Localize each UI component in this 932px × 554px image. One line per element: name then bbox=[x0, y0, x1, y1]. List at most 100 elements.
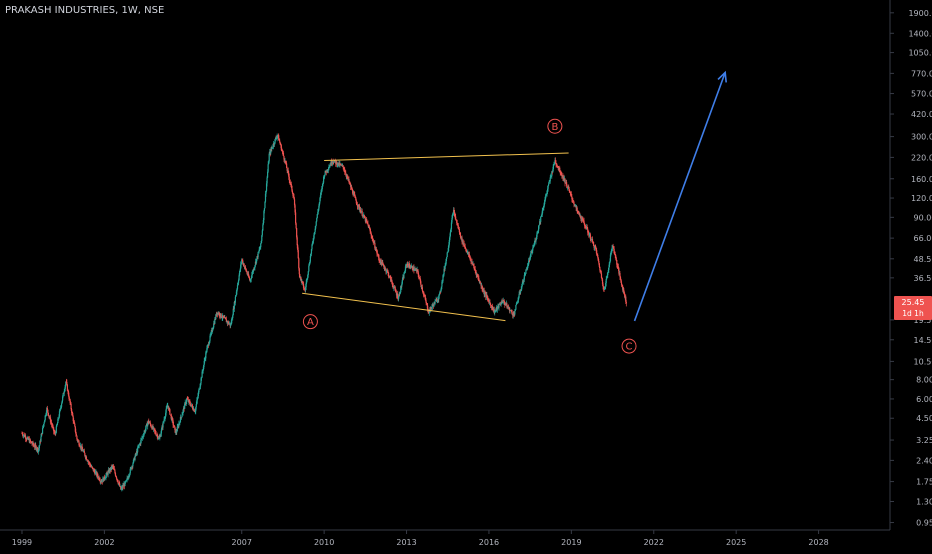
upper-trendline bbox=[324, 152, 569, 162]
candle-body bbox=[308, 264, 310, 266]
candle-body bbox=[505, 304, 507, 306]
candle-body bbox=[78, 445, 81, 447]
candle-body bbox=[62, 396, 64, 401]
candle-body bbox=[264, 193, 267, 202]
candle-body bbox=[314, 231, 316, 234]
price-tick-label: 3.25 bbox=[916, 436, 932, 445]
candle-body bbox=[360, 212, 362, 213]
candle-body bbox=[620, 279, 622, 283]
candle-body bbox=[349, 183, 352, 187]
candle-body bbox=[344, 172, 346, 173]
candle-body bbox=[142, 436, 144, 437]
price-tick-label: 48.50 bbox=[914, 255, 932, 264]
candle-body bbox=[125, 479, 128, 481]
candle-body bbox=[262, 219, 264, 225]
wave-label-a: A bbox=[307, 317, 314, 328]
candle-body bbox=[330, 161, 333, 164]
candle-body bbox=[125, 480, 127, 482]
candle-body bbox=[120, 488, 122, 490]
candle-body bbox=[251, 272, 253, 275]
candle-body bbox=[116, 479, 119, 482]
candle-body bbox=[212, 327, 214, 330]
candle-body bbox=[273, 143, 276, 145]
candle-body bbox=[516, 303, 518, 304]
candle-body bbox=[597, 257, 599, 261]
candle-body bbox=[259, 247, 261, 249]
candle-body bbox=[424, 296, 426, 298]
candle-body bbox=[518, 291, 521, 295]
candle-body bbox=[471, 261, 473, 265]
candle-body bbox=[197, 396, 199, 399]
candle-body bbox=[205, 352, 207, 359]
candle-body bbox=[136, 451, 138, 454]
candle-body bbox=[557, 165, 559, 167]
candle-body bbox=[198, 389, 201, 390]
candle-body bbox=[66, 382, 68, 385]
candle-body bbox=[150, 426, 152, 428]
candle-body bbox=[353, 193, 355, 195]
candle-body bbox=[517, 299, 519, 303]
candle-body bbox=[542, 207, 544, 211]
candle-body bbox=[44, 420, 46, 423]
candle-body bbox=[131, 466, 133, 467]
candle-body bbox=[431, 304, 434, 307]
candle-body bbox=[208, 340, 211, 344]
candle-body bbox=[142, 435, 145, 437]
candle-body bbox=[555, 163, 557, 165]
candle-body bbox=[535, 236, 538, 240]
candle-body bbox=[46, 407, 48, 410]
candle-body bbox=[405, 264, 407, 267]
candle-body bbox=[208, 343, 210, 346]
candle-body bbox=[513, 313, 515, 315]
candle-body bbox=[625, 296, 627, 302]
time-tick-label: 2028 bbox=[808, 538, 828, 547]
candle-body bbox=[190, 405, 192, 406]
candle-body bbox=[44, 415, 46, 421]
candle-body bbox=[299, 274, 301, 278]
candle-body bbox=[141, 438, 143, 439]
candle-body bbox=[383, 264, 385, 267]
candle-body bbox=[83, 450, 85, 453]
candle-body bbox=[247, 273, 250, 277]
candle-body bbox=[473, 265, 475, 269]
candle-body bbox=[196, 398, 198, 401]
candle-body bbox=[581, 218, 583, 221]
candle-body bbox=[204, 359, 206, 361]
candle-body bbox=[109, 469, 111, 473]
candle-body bbox=[182, 409, 184, 413]
candle-body bbox=[180, 417, 183, 418]
candle-body bbox=[235, 291, 238, 296]
candle-body bbox=[387, 272, 390, 277]
candle-body bbox=[223, 317, 225, 318]
candle-body bbox=[474, 268, 476, 270]
candle-body bbox=[265, 183, 268, 191]
candle-body bbox=[530, 253, 532, 256]
candle-body bbox=[586, 226, 588, 229]
candle-body bbox=[238, 275, 240, 281]
candle-body bbox=[29, 439, 32, 442]
candle-body bbox=[267, 171, 269, 178]
candle-body bbox=[448, 239, 450, 245]
candle-body bbox=[282, 152, 285, 156]
candle-body bbox=[387, 271, 389, 273]
candle-body bbox=[430, 307, 432, 309]
candle-body bbox=[492, 310, 494, 311]
candle-body bbox=[166, 407, 168, 409]
candle-body bbox=[569, 190, 571, 192]
candle-body bbox=[458, 228, 460, 233]
projection-arrow-head bbox=[717, 70, 727, 83]
candle-body bbox=[93, 469, 95, 472]
candle-body bbox=[41, 427, 44, 434]
candle-body bbox=[396, 293, 399, 299]
candle-body bbox=[566, 182, 568, 186]
candle-body bbox=[367, 224, 370, 228]
candle-body bbox=[164, 418, 166, 420]
candle-body bbox=[389, 276, 391, 277]
candle-body bbox=[240, 264, 242, 270]
candle-body bbox=[260, 243, 262, 248]
candle-body bbox=[454, 211, 456, 217]
candle-body bbox=[286, 163, 288, 169]
candle-body bbox=[427, 310, 429, 313]
candle-body bbox=[296, 237, 298, 246]
